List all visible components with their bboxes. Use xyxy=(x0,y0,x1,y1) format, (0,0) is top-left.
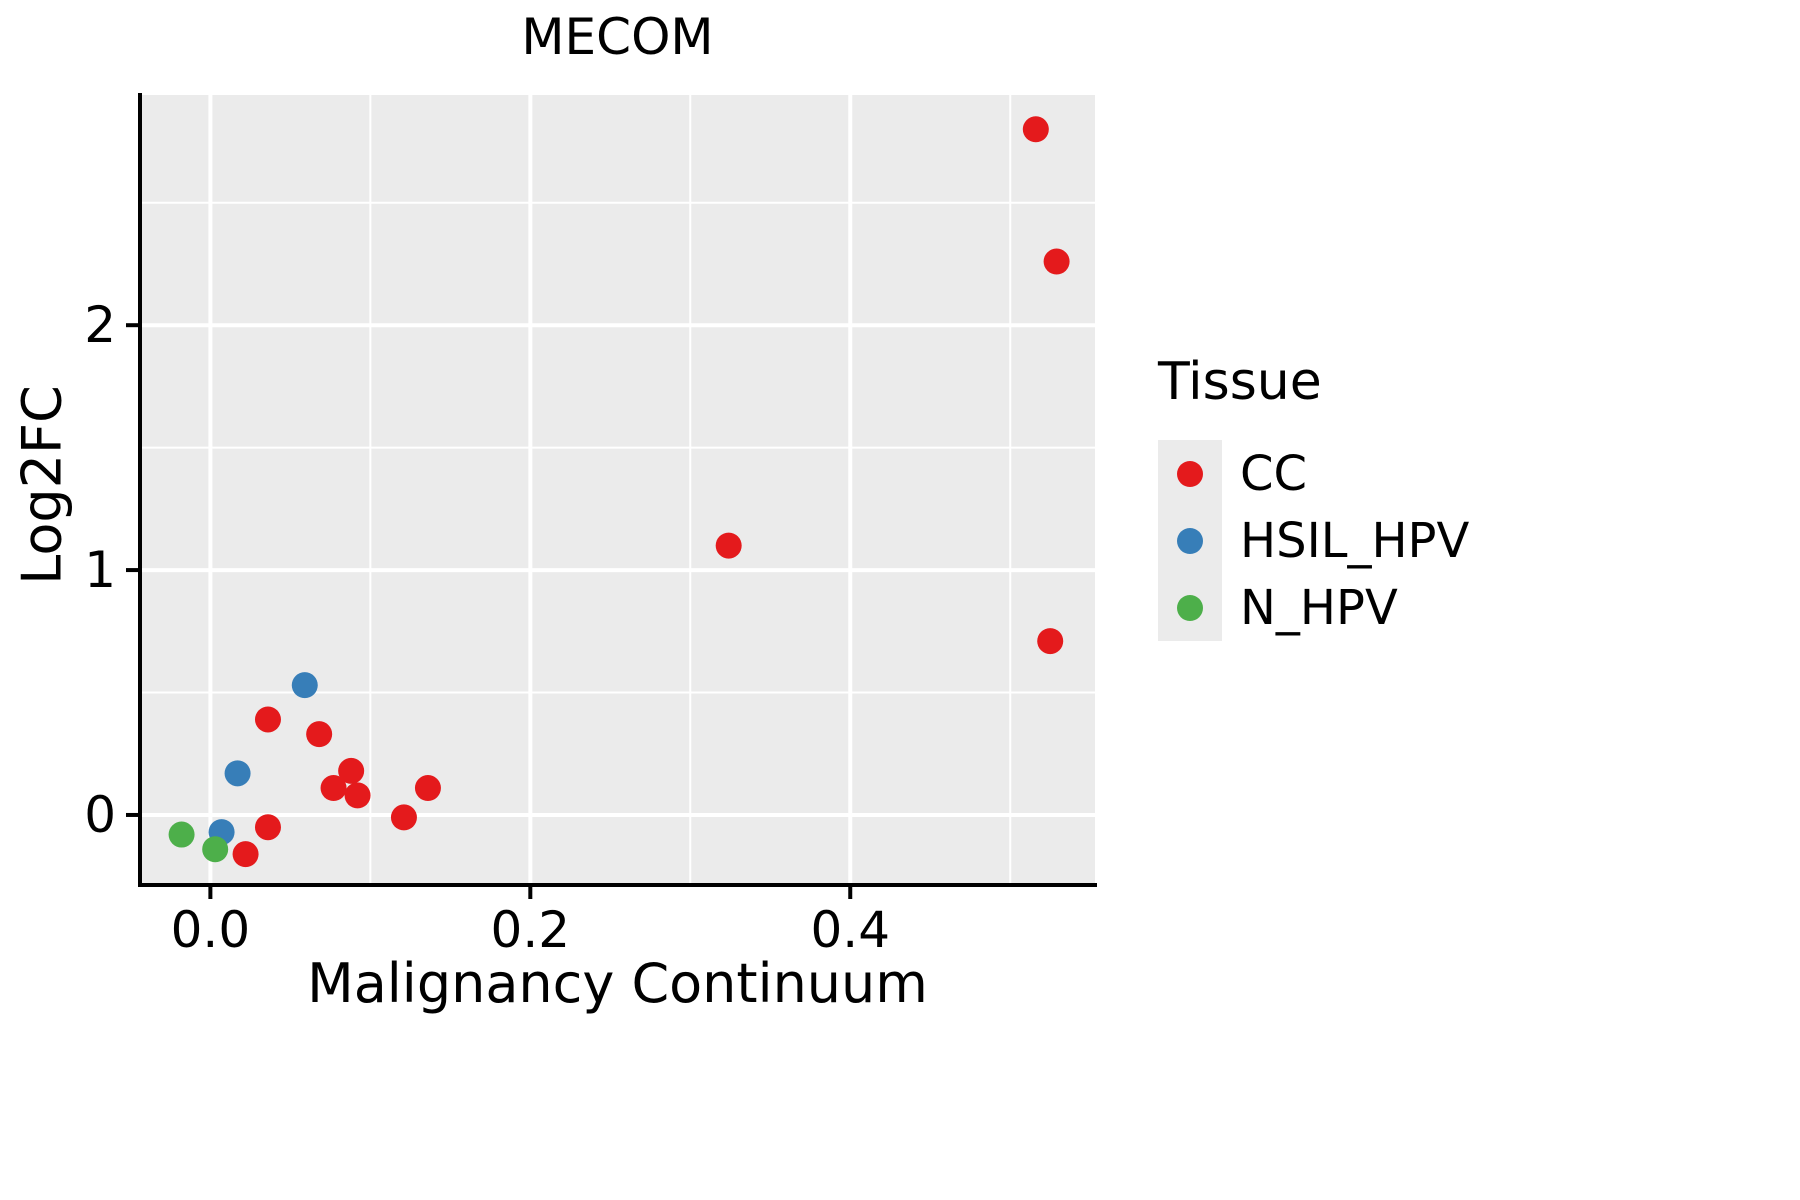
plot-panel xyxy=(140,95,1095,885)
data-point-CC xyxy=(344,782,371,809)
data-point-CC xyxy=(1022,116,1049,143)
data-point-CC xyxy=(390,804,417,831)
data-point-CC xyxy=(320,775,347,802)
data-point-CC xyxy=(1043,248,1070,275)
legend-item-label: N_HPV xyxy=(1240,579,1398,636)
legend-item-CC: CC xyxy=(1158,440,1469,507)
x-axis-label: Malignancy Continuum xyxy=(307,952,928,1015)
data-point-CC xyxy=(254,706,281,733)
data-point-CC xyxy=(715,532,742,559)
y-tick-label: 1 xyxy=(84,541,116,599)
legend-title: Tissue xyxy=(1158,352,1322,412)
legend-dot-icon xyxy=(1177,527,1203,554)
y-tick-label: 0 xyxy=(84,786,116,844)
legend-item-label: HSIL_HPV xyxy=(1240,512,1470,569)
data-point-CC xyxy=(1037,628,1064,655)
data-point-HSIL_HPV xyxy=(291,672,318,699)
legend-key-swatch xyxy=(1158,507,1222,574)
data-point-CC xyxy=(414,775,441,802)
legend-key-swatch xyxy=(1158,440,1222,507)
x-tick-label: 0.2 xyxy=(491,901,571,959)
data-point-CC xyxy=(306,721,333,748)
data-point-CC xyxy=(338,757,365,784)
data-point-HSIL_HPV xyxy=(224,760,251,787)
x-tick-label: 0.4 xyxy=(810,901,890,959)
legend-key-swatch xyxy=(1158,574,1222,641)
legend-dot-icon xyxy=(1177,594,1203,621)
legend: Tissue CC HSIL_HPV N_HPV xyxy=(1158,352,1469,641)
y-tick-label: 2 xyxy=(84,296,116,354)
data-point-CC xyxy=(254,814,281,841)
legend-item-HSIL_HPV: HSIL_HPV xyxy=(1158,507,1469,574)
legend-items: CC HSIL_HPV N_HPV xyxy=(1158,440,1469,641)
data-point-CC xyxy=(232,841,259,868)
legend-item-label: CC xyxy=(1240,445,1308,502)
legend-dot-icon xyxy=(1177,460,1203,487)
data-point-N_HPV xyxy=(168,821,195,848)
data-point-N_HPV xyxy=(202,836,229,863)
chart-title: MECOM xyxy=(521,8,714,66)
legend-item-N_HPV: N_HPV xyxy=(1158,574,1469,641)
x-tick-label: 0.0 xyxy=(171,901,251,959)
